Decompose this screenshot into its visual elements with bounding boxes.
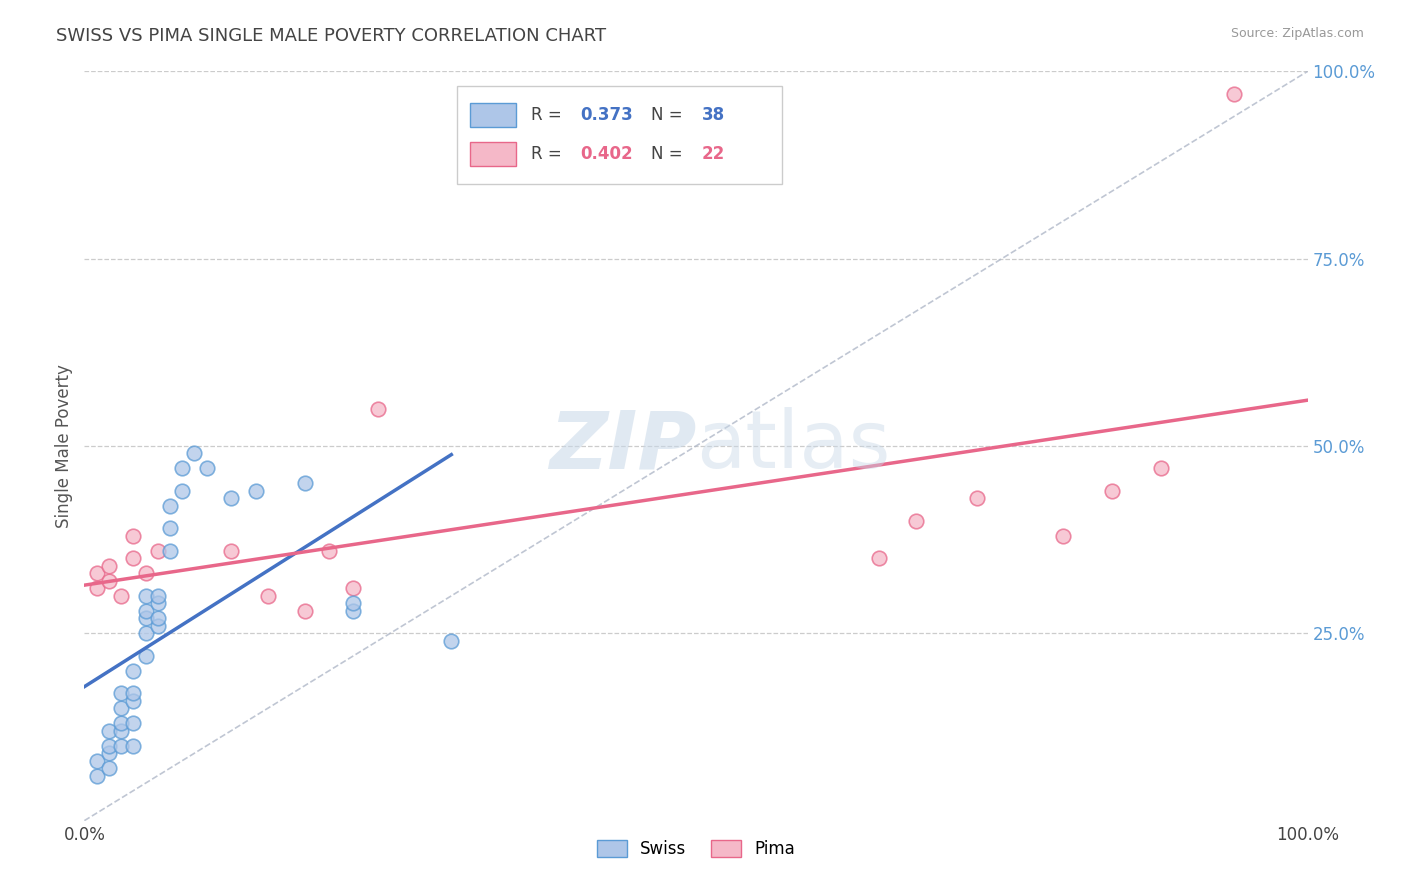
- Point: [86, 566, 108, 581]
- FancyBboxPatch shape: [470, 103, 516, 127]
- Text: N =: N =: [651, 106, 682, 124]
- Text: N =: N =: [651, 145, 682, 162]
- Point: [342, 596, 364, 610]
- Point: [86, 582, 108, 596]
- Point: [122, 664, 145, 678]
- Point: [97, 558, 120, 573]
- Point: [440, 633, 463, 648]
- Point: [869, 551, 891, 566]
- Point: [97, 746, 120, 760]
- Point: [122, 739, 145, 753]
- Point: [146, 589, 169, 603]
- Point: [135, 611, 157, 625]
- Point: [367, 401, 389, 416]
- Point: [122, 551, 145, 566]
- Point: [97, 739, 120, 753]
- Text: R =: R =: [531, 106, 561, 124]
- Point: [159, 499, 181, 513]
- Text: 22: 22: [702, 145, 725, 162]
- Point: [122, 686, 145, 700]
- Point: [110, 716, 132, 731]
- Text: 38: 38: [702, 106, 725, 124]
- Point: [86, 754, 108, 768]
- Point: [257, 589, 280, 603]
- Point: [318, 544, 340, 558]
- Point: [122, 716, 145, 731]
- Point: [146, 544, 169, 558]
- Point: [135, 604, 157, 618]
- Point: [110, 686, 132, 700]
- Point: [905, 514, 928, 528]
- Point: [1150, 461, 1173, 475]
- Point: [219, 491, 242, 506]
- Text: Source: ZipAtlas.com: Source: ZipAtlas.com: [1230, 27, 1364, 40]
- Point: [342, 582, 364, 596]
- Text: 0.373: 0.373: [579, 106, 633, 124]
- FancyBboxPatch shape: [470, 142, 516, 166]
- Point: [97, 723, 120, 738]
- Point: [110, 589, 132, 603]
- Text: 0.402: 0.402: [579, 145, 633, 162]
- Y-axis label: Single Male Poverty: Single Male Poverty: [55, 364, 73, 528]
- Point: [86, 769, 108, 783]
- Point: [172, 461, 194, 475]
- Text: SWISS VS PIMA SINGLE MALE POVERTY CORRELATION CHART: SWISS VS PIMA SINGLE MALE POVERTY CORREL…: [56, 27, 606, 45]
- Point: [966, 491, 988, 506]
- Point: [1052, 529, 1074, 543]
- Point: [1223, 87, 1246, 101]
- Point: [135, 566, 157, 581]
- Point: [159, 544, 181, 558]
- Point: [97, 574, 120, 588]
- Point: [97, 761, 120, 775]
- Text: R =: R =: [531, 145, 561, 162]
- Text: ZIP: ZIP: [548, 407, 696, 485]
- Point: [135, 626, 157, 640]
- Point: [146, 619, 169, 633]
- Point: [219, 544, 242, 558]
- Point: [172, 483, 194, 498]
- Point: [195, 461, 218, 475]
- Point: [135, 648, 157, 663]
- Point: [122, 529, 145, 543]
- Point: [245, 483, 267, 498]
- Point: [146, 596, 169, 610]
- Point: [1101, 483, 1123, 498]
- FancyBboxPatch shape: [457, 87, 782, 184]
- Point: [146, 611, 169, 625]
- Point: [183, 446, 205, 460]
- Point: [122, 694, 145, 708]
- Point: [159, 521, 181, 535]
- Point: [294, 604, 316, 618]
- Point: [110, 723, 132, 738]
- Point: [110, 701, 132, 715]
- Legend: Swiss, Pima: Swiss, Pima: [591, 833, 801, 864]
- Point: [110, 739, 132, 753]
- Point: [342, 604, 364, 618]
- Text: atlas: atlas: [696, 407, 890, 485]
- Point: [294, 476, 316, 491]
- Point: [135, 589, 157, 603]
